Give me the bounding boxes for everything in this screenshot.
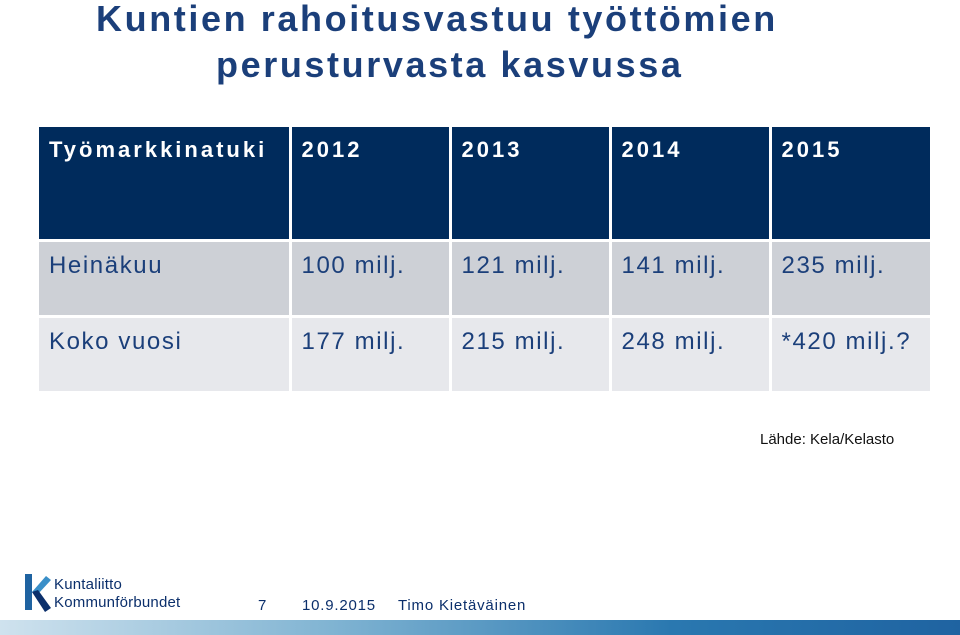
kuntaliitto-logo-icon — [25, 574, 51, 612]
header-cell: 2014 — [610, 127, 772, 242]
table-cell: 177 milj. — [290, 316, 452, 394]
logo: Kuntaliitto Kommunförbundet — [24, 574, 194, 618]
header-cell: Työmarkkinatuki — [39, 127, 292, 242]
table-row: Koko vuosi 177 milj. 215 milj. 248 milj.… — [39, 316, 930, 394]
bottom-decorative-bar — [0, 620, 960, 635]
logo-line-2: Kommunförbundet — [54, 594, 181, 611]
table-header-row: Työmarkkinatuki 2012 2013 2014 2015 — [39, 127, 930, 242]
table-cell: 248 milj. — [610, 316, 772, 394]
table-cell: 235 milj. — [770, 240, 930, 318]
page-number: 7 — [258, 597, 268, 614]
table-cell: Heinäkuu — [39, 240, 292, 318]
table-cell: 100 milj. — [290, 240, 452, 318]
table-cell: 121 milj. — [450, 240, 612, 318]
footer-date: 10.9.2015 — [302, 597, 376, 614]
header-cell: 2015 — [770, 127, 930, 242]
table-cell: Koko vuosi — [39, 316, 292, 394]
table-cell: *420 milj.? — [770, 316, 930, 394]
title-line-1: Kuntien rahoitusvastuu työttömien — [96, 0, 778, 39]
header-cell: 2013 — [450, 127, 612, 242]
data-table: Työmarkkinatuki 2012 2013 2014 2015 Hein… — [39, 127, 930, 394]
logo-line-1: Kuntaliitto — [54, 576, 123, 593]
table-cell: 141 milj. — [610, 240, 772, 318]
slide-title: Kuntien rahoitusvastuu työttömien perust… — [96, 0, 936, 88]
table-row: Heinäkuu 100 milj. 121 milj. 141 milj. 2… — [39, 240, 930, 318]
title-line-2: perusturvasta kasvussa — [216, 44, 684, 85]
table-cell: 215 milj. — [450, 316, 612, 394]
source-note: Lähde: Kela/Kelasto — [760, 431, 895, 448]
footer-author: Timo Kietäväinen — [398, 597, 527, 614]
header-cell: 2012 — [290, 127, 452, 242]
logo-text: Kuntaliitto Kommunförbundet — [54, 576, 180, 612]
